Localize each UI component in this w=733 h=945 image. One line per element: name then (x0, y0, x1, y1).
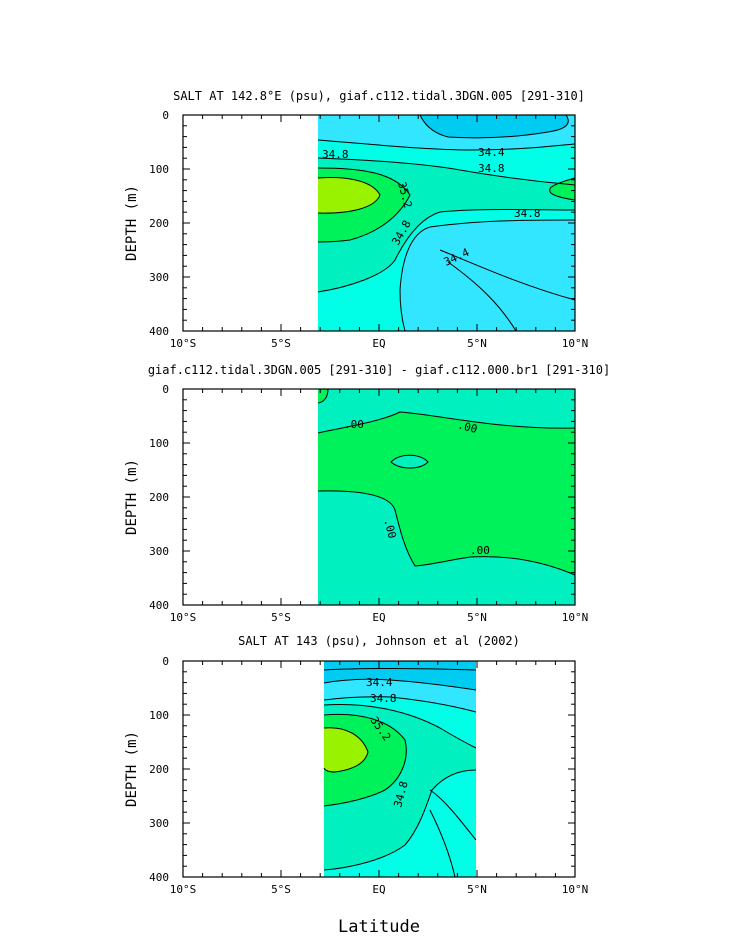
panel-2-contour-b (317, 490, 576, 576)
panel-3-contour-b (323, 678, 477, 691)
panel-2-plot: .00 .00 .00 .00 (317, 388, 576, 605)
panel-1-plot: 34.8 34.4 34.8 35.2 34.8 34.8 34.4 (317, 114, 576, 332)
panel-3-axes: 10°S 5°S EQ 5°N 10°N 0 100 200 300 400 (149, 655, 588, 896)
panel-3-clabel-1: 34.8 (370, 692, 397, 705)
panel-3-contour-e (323, 713, 407, 807)
panel-3-plot: 34.4 34.8 35.2 34.8 (323, 661, 477, 878)
y-tick-label: 300 (149, 545, 169, 558)
x-tick-label: EQ (372, 883, 385, 896)
panel-1-clabel-0: 34.8 (322, 148, 349, 161)
panel-2-fill-pos (318, 412, 575, 575)
panel-2-clabel-3: .00 (470, 544, 490, 557)
x-tick-label: 5°S (271, 611, 291, 624)
panel-3-contour-d (323, 704, 477, 749)
panel-1-title: SALT AT 142.8°E (psu), giaf.c112.tidal.3… (173, 89, 585, 103)
y-tick-label: 100 (149, 709, 169, 722)
panel-2-contour-corner (317, 388, 329, 404)
panel-3-contour-g (323, 769, 477, 871)
panel-1-axes: 10°S 5°S EQ 5°N 10°N 0 100 200 300 400 (149, 109, 588, 350)
panel-3-fill-se (430, 790, 476, 877)
y-tick-label: 0 (162, 109, 169, 122)
panel-2-contour-a (317, 411, 576, 434)
panel-3-contour-i (429, 809, 456, 878)
panel-2-axes: 10°S 5°S EQ 5°N 10°N 0 100 200 300 400 (149, 383, 588, 624)
panel-3-x-label: Latitude (338, 917, 420, 937)
panel-3: SALT AT 143 (psu), Johnson et al (2002) … (124, 634, 588, 937)
panel-1-contour-g (439, 249, 576, 301)
panel-2-fill-island (391, 455, 428, 468)
panel-1-contour-d (317, 177, 381, 214)
y-tick-label: 400 (149, 599, 169, 612)
x-tick-label: EQ (372, 337, 385, 350)
y-tick-label: 100 (149, 163, 169, 176)
panel-1-contour-min (419, 114, 569, 139)
panel-1-clabel-1: 34.4 (478, 146, 505, 159)
x-tick-label: 10°N (562, 337, 589, 350)
panel-3-contour-f (323, 727, 369, 773)
panel-1-contour-c (317, 167, 411, 243)
panel-1-y-label: DEPTH (m) (124, 185, 140, 261)
x-tick-label: EQ (372, 611, 385, 624)
x-tick-label: 10°S (170, 883, 197, 896)
x-tick-label: 5°S (271, 883, 291, 896)
panel-3-contour-a (323, 668, 477, 671)
panel-1-contour-east (549, 177, 576, 201)
panel-1-contour-h (447, 261, 517, 332)
panel-2-clabel-1: .00 (456, 418, 479, 436)
panel-3-contour-c (323, 696, 477, 713)
panel-1-fill-min (420, 115, 569, 138)
panel-3-clabel-0: 34.4 (366, 676, 393, 689)
panel-1-fill-max (318, 177, 380, 214)
panel-2-contour-island (390, 454, 429, 469)
x-tick-label: 5°N (467, 337, 487, 350)
x-tick-label: 10°N (562, 611, 589, 624)
panel-2-clabel-2: .00 (381, 517, 399, 540)
y-tick-label: 0 (162, 383, 169, 396)
x-tick-label: 10°N (562, 883, 589, 896)
panel-2-clabel-0: .00 (344, 418, 364, 431)
x-tick-label: 5°S (271, 337, 291, 350)
y-tick-label: 300 (149, 817, 169, 830)
panel-1-contour-f (399, 219, 576, 332)
panel-2-title: giaf.c112.tidal.3DGN.005 [291-310] - gia… (148, 363, 610, 377)
y-tick-label: 400 (149, 871, 169, 884)
panel-3-title: SALT AT 143 (psu), Johnson et al (2002) (238, 634, 520, 648)
y-tick-label: 300 (149, 271, 169, 284)
panel-1: SALT AT 142.8°E (psu), giaf.c112.tidal.3… (124, 89, 588, 350)
panel-3-fill-fresh (324, 679, 476, 712)
x-tick-label: 10°S (170, 611, 197, 624)
panel-3-fill-max (324, 727, 368, 772)
panel-1-fill-352-east (549, 178, 575, 200)
panel-1-contour-e (317, 209, 576, 293)
panel-2-y-label: DEPTH (m) (124, 459, 140, 535)
panel-2: giaf.c112.tidal.3DGN.005 [291-310] - gia… (124, 363, 610, 624)
x-tick-label: 5°N (467, 883, 487, 896)
y-tick-label: 100 (149, 437, 169, 450)
y-tick-label: 0 (162, 655, 169, 668)
y-tick-label: 400 (149, 325, 169, 338)
y-tick-label: 200 (149, 763, 169, 776)
panel-1-contour-a (317, 139, 576, 151)
panel-1-clabel-2: 34.8 (478, 162, 505, 175)
panel-1-clabel-4: 34.8 (514, 207, 541, 220)
y-tick-label: 200 (149, 491, 169, 504)
panel-1-contour-b (317, 157, 576, 186)
x-tick-label: 5°N (467, 611, 487, 624)
panel-3-contour-h (429, 789, 477, 841)
y-tick-label: 200 (149, 217, 169, 230)
panel-3-y-label: DEPTH (m) (124, 731, 140, 807)
x-tick-label: 10°S (170, 337, 197, 350)
